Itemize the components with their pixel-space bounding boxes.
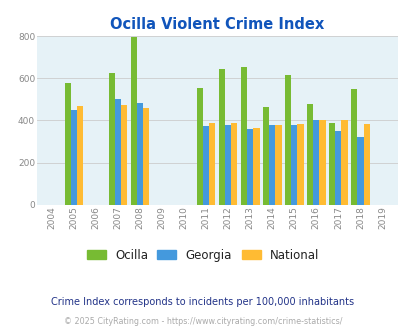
Bar	[341, 120, 347, 205]
Bar	[218, 69, 225, 205]
Bar	[262, 107, 269, 205]
Bar	[209, 123, 215, 205]
Bar	[109, 73, 115, 205]
Bar	[297, 124, 303, 205]
Bar	[71, 110, 77, 205]
Bar	[290, 125, 297, 205]
Bar	[121, 105, 127, 205]
Bar	[130, 37, 136, 205]
Bar	[241, 67, 247, 205]
Bar	[253, 128, 259, 205]
Bar	[362, 124, 369, 205]
Bar	[350, 89, 356, 205]
Bar	[202, 126, 209, 205]
Bar	[196, 88, 202, 205]
Bar	[356, 137, 362, 205]
Bar	[275, 125, 281, 205]
Bar	[225, 125, 231, 205]
Title: Ocilla Violent Crime Index: Ocilla Violent Crime Index	[110, 17, 324, 32]
Bar	[284, 75, 290, 205]
Bar	[269, 125, 275, 205]
Bar	[136, 103, 143, 205]
Bar	[313, 120, 319, 205]
Text: Crime Index corresponds to incidents per 100,000 inhabitants: Crime Index corresponds to incidents per…	[51, 297, 354, 307]
Bar	[115, 99, 121, 205]
Legend: Ocilla, Georgia, National: Ocilla, Georgia, National	[82, 244, 323, 266]
Bar	[247, 129, 253, 205]
Bar	[306, 104, 313, 205]
Bar	[77, 106, 83, 205]
Text: © 2025 CityRating.com - https://www.cityrating.com/crime-statistics/: © 2025 CityRating.com - https://www.city…	[64, 317, 341, 326]
Bar	[319, 120, 325, 205]
Bar	[143, 108, 149, 205]
Bar	[328, 122, 335, 205]
Bar	[335, 131, 341, 205]
Bar	[231, 123, 237, 205]
Bar	[64, 82, 71, 205]
